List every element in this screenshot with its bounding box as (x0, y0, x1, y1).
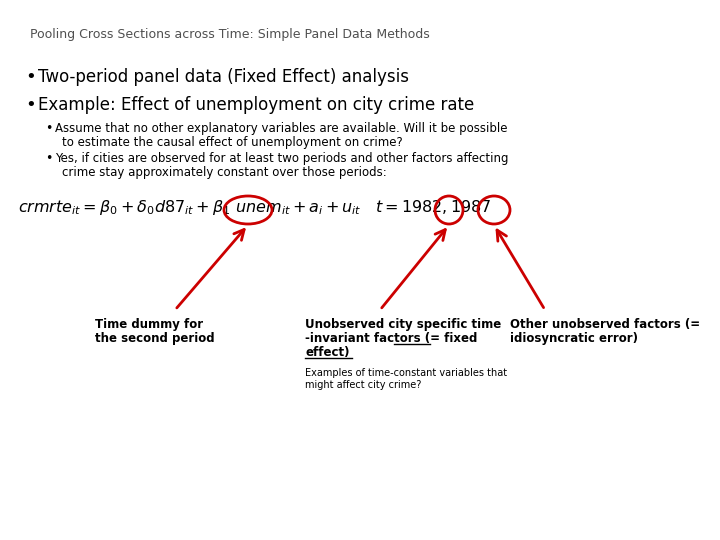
Text: the second period: the second period (95, 332, 215, 345)
Text: •: • (25, 96, 36, 114)
Text: to estimate the causal effect of unemployment on crime?: to estimate the causal effect of unemplo… (62, 136, 402, 149)
Text: crime stay approximately constant over those periods:: crime stay approximately constant over t… (62, 166, 387, 179)
Text: $crmrte_{it} = \beta_0 + \delta_0 d87_{it} + \beta_1\ unem_{it} + a_i + u_{it}$$: $crmrte_{it} = \beta_0 + \delta_0 d87_{i… (18, 198, 492, 217)
Text: -invariant factors (= fixed: -invariant factors (= fixed (305, 332, 477, 345)
Text: Two-period panel data (Fixed Effect) analysis: Two-period panel data (Fixed Effect) ana… (38, 68, 409, 86)
Text: Assume that no other explanatory variables are available. Will it be possible: Assume that no other explanatory variabl… (55, 122, 508, 135)
Text: •: • (25, 68, 36, 86)
Text: Examples of time-constant variables that: Examples of time-constant variables that (305, 368, 507, 378)
Text: Time dummy for: Time dummy for (95, 318, 203, 331)
Text: Example: Effect of unemployment on city crime rate: Example: Effect of unemployment on city … (38, 96, 474, 114)
Text: idiosyncratic error): idiosyncratic error) (510, 332, 638, 345)
Text: •: • (45, 152, 53, 165)
Text: Pooling Cross Sections across Time: Simple Panel Data Methods: Pooling Cross Sections across Time: Simp… (30, 28, 430, 41)
Text: might affect city crime?: might affect city crime? (305, 380, 421, 390)
Text: Other unobserved factors (=: Other unobserved factors (= (510, 318, 700, 331)
Text: Unobserved city specific time: Unobserved city specific time (305, 318, 501, 331)
Text: effect): effect) (305, 346, 349, 359)
Text: Yes, if cities are observed for at least two periods and other factors affecting: Yes, if cities are observed for at least… (55, 152, 508, 165)
Text: •: • (45, 122, 53, 135)
